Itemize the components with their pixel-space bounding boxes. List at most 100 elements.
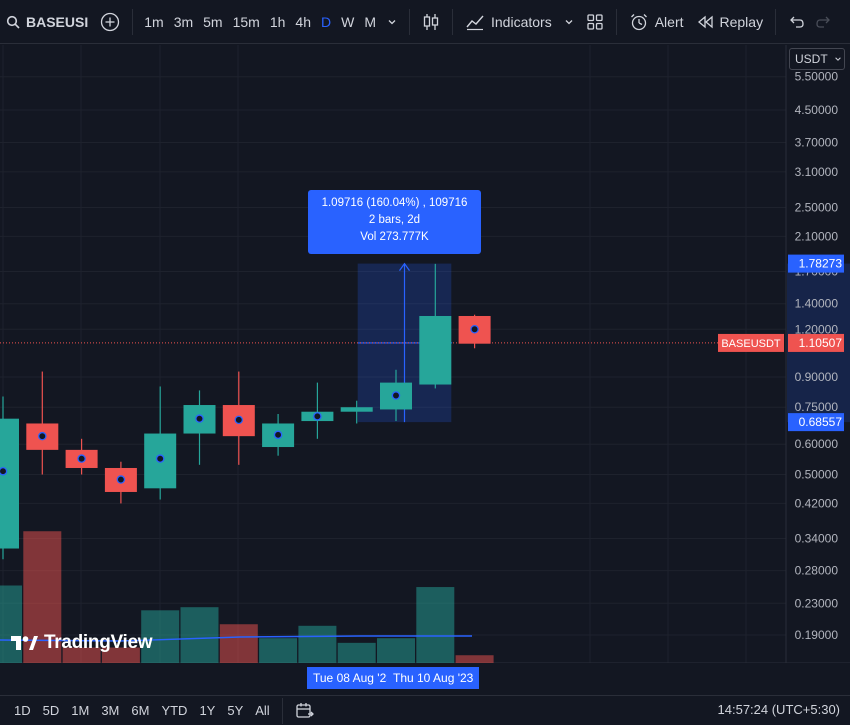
last-price-symbol-text: BASEUSDT	[721, 338, 781, 350]
last-price-label-text: 1.10507	[799, 336, 843, 350]
candle-marker	[0, 466, 8, 476]
date-range-group: 1D 5D 1M 3M 6M YTD 1Y 5Y All	[0, 703, 276, 718]
candle-body	[0, 418, 19, 549]
chart-canvas[interactable]: 5.50000 4.50000 3.70000 3.10000 2.50000 2.100…	[0, 45, 850, 663]
measure-bars-text: 2 bars, 2d	[368, 214, 421, 226]
volume-bar	[298, 625, 337, 663]
divider	[132, 8, 134, 35]
candle-marker	[234, 415, 244, 425]
divider	[615, 8, 617, 35]
timeframe-w[interactable]: W	[341, 13, 355, 30]
indicators-icon	[466, 15, 484, 30]
price-tick-label: 2.50000	[795, 201, 839, 215]
undo-button[interactable]	[782, 0, 810, 44]
candle-marker	[155, 454, 165, 463]
price-tick-label: 0.90000	[795, 370, 839, 384]
search-icon	[6, 15, 20, 29]
candle-marker	[38, 431, 47, 441]
timeframe-1h[interactable]: 1h	[269, 13, 286, 30]
candle-body	[340, 407, 373, 412]
symbol-name: BASEUSI	[26, 13, 89, 30]
price-tick-label: 0.50000	[795, 467, 839, 481]
volume-bar	[62, 647, 101, 663]
price-tick-label: 0.28000	[795, 564, 839, 578]
timeframe-4h[interactable]: 4h	[295, 13, 311, 30]
bottom-toolbar: 1D 5D 1M 3M 6M YTD 1Y 5Y All 14:57:24 (UTC+5:30)	[0, 695, 850, 725]
divider	[775, 8, 777, 35]
alert-label: Alert	[654, 13, 684, 30]
time-range-start-label: Tue 08 Aug '23	[313, 671, 387, 685]
price-tick-label: 0.60000	[795, 437, 839, 451]
candles-icon	[423, 13, 439, 30]
range-3m[interactable]: 3M	[101, 703, 120, 718]
indicators-label: Indicators	[491, 13, 552, 30]
timeframe-3m[interactable]: 3m	[173, 13, 194, 30]
price-tick-label: 4.50000	[795, 103, 839, 117]
range-1d[interactable]: 1D	[14, 703, 31, 718]
watermark-text: TradingView	[44, 632, 153, 653]
range-ytd[interactable]: YTD	[161, 703, 188, 718]
indicators-button[interactable]: Indicators	[459, 0, 558, 44]
time-range-start: Tue 08 Aug '23	[307, 667, 387, 689]
currency-unit-select[interactable]: USDT	[789, 48, 845, 70]
session-clock: 14:57:24 (UTC+5:30)	[717, 702, 840, 717]
measure-arrowhead-up	[399, 262, 410, 271]
symbol-search[interactable]: BASEUSI	[0, 0, 94, 44]
volume-bar	[377, 638, 415, 663]
timeframe-dropdown[interactable]	[381, 0, 403, 44]
undo-icon	[790, 16, 804, 28]
timeframe-15m[interactable]: 15m	[232, 13, 260, 30]
timeframe-m[interactable]: M	[364, 13, 376, 30]
timeframe-d[interactable]: D	[320, 13, 332, 30]
time-range-end-label: Thu 10 Aug '23	[393, 671, 474, 685]
range-1m[interactable]: 1M	[71, 703, 90, 718]
range-6m[interactable]: 6M	[131, 703, 150, 718]
indicators-dropdown[interactable]	[558, 0, 580, 44]
goto-date-button[interactable]	[289, 697, 321, 725]
rewind-icon	[697, 15, 713, 28]
time-range-end: Thu 10 Aug '23	[387, 667, 480, 689]
range-1y[interactable]: 1Y	[199, 703, 216, 718]
layouts-button[interactable]	[580, 0, 610, 44]
price-tick-label: 3.10000	[795, 165, 839, 179]
measure-tooltip: 1.09716 (160.04%) , 109716 2 bars, 2d Vo…	[308, 190, 481, 254]
timeframe-1m[interactable]: 1m	[144, 13, 164, 30]
volume-bar	[455, 655, 494, 663]
candle-marker	[313, 412, 322, 421]
compare-symbol-button[interactable]	[94, 0, 126, 44]
plus-circle-icon	[101, 12, 120, 31]
candle-marker	[116, 475, 126, 484]
volume-bar	[101, 647, 140, 663]
price-tick-label: 5.50000	[795, 70, 839, 84]
candle-marker	[470, 325, 479, 334]
measure-volume-text: Vol 273.777K	[360, 231, 429, 243]
top-toolbar: BASEUSI 1m 3m 5m 15m 1h 4h D W M Indicators Aler…	[0, 0, 850, 44]
currency-unit-value: USDT	[795, 52, 828, 66]
candle-body	[419, 315, 452, 385]
volume-bar	[141, 610, 180, 663]
tradingview-logo: TradingView	[10, 632, 153, 654]
redo-button[interactable]	[810, 0, 838, 44]
last-price-symbol-bg	[718, 333, 784, 352]
measure-change-text: 1.09716 (160.04%) , 109716	[321, 197, 468, 209]
measure-top-price-label: 1.78273	[788, 254, 844, 273]
candle-series	[0, 263, 491, 560]
chart-type-button[interactable]	[416, 0, 446, 44]
chart-pane[interactable]: 5.50000 4.50000 3.70000 3.10000 2.50000 2.100…	[0, 45, 850, 663]
redo-icon	[816, 16, 831, 28]
replay-button[interactable]: Replay	[690, 0, 770, 44]
price-tick-label: 3.70000	[795, 135, 839, 149]
alert-button[interactable]: Alert	[623, 0, 690, 44]
range-all[interactable]: All	[255, 703, 270, 718]
range-5d[interactable]: 5D	[42, 703, 60, 718]
grid-lines	[0, 45, 786, 663]
price-tick-label: 1.20000	[795, 322, 839, 336]
last-price-label-bg	[788, 333, 844, 352]
candle-marker	[195, 414, 204, 423]
volume-bar	[337, 642, 376, 663]
timeframe-5m[interactable]: 5m	[203, 13, 223, 30]
chevron-down-icon	[388, 19, 396, 24]
volume-bar	[219, 624, 258, 663]
price-tick-label: 0.23000	[795, 596, 839, 610]
range-5y[interactable]: 5Y	[227, 703, 244, 718]
